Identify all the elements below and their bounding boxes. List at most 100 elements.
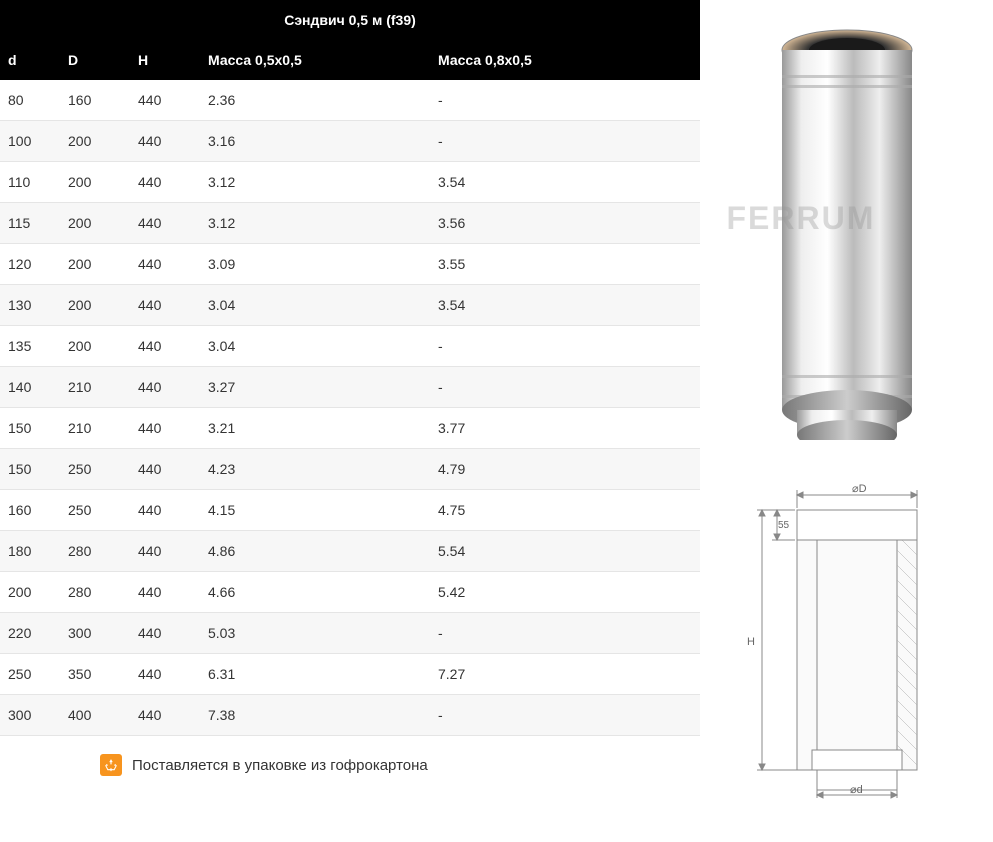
schematic-label-D: ⌀D bbox=[852, 483, 867, 495]
table-row: 1402104403.27- bbox=[0, 367, 700, 408]
table-row: 1802804404.865.54 bbox=[0, 531, 700, 572]
packaging-text: Поставляется в упаковке из гофрокартона bbox=[132, 757, 428, 774]
table-row: 1352004403.04- bbox=[0, 326, 700, 367]
table-cell: 440 bbox=[130, 326, 200, 367]
packaging-note: Поставляется в упаковке из гофрокартона bbox=[0, 736, 700, 794]
table-cell: 3.12 bbox=[200, 203, 430, 244]
table-cell: 3.12 bbox=[200, 162, 430, 203]
table-cell: 200 bbox=[60, 244, 130, 285]
table-cell: 440 bbox=[130, 572, 200, 613]
table-cell: 250 bbox=[0, 654, 60, 695]
table-row: 1202004403.093.55 bbox=[0, 244, 700, 285]
table-cell: 440 bbox=[130, 695, 200, 736]
table-cell: 6.31 bbox=[200, 654, 430, 695]
table-cell: 130 bbox=[0, 285, 60, 326]
table-cell: 4.79 bbox=[430, 449, 700, 490]
table-cell: 440 bbox=[130, 203, 200, 244]
table-cell: 350 bbox=[60, 654, 130, 695]
table-cell: 150 bbox=[0, 408, 60, 449]
col-header-d: d bbox=[0, 40, 60, 80]
table-cell: 4.66 bbox=[200, 572, 430, 613]
table-cell: 440 bbox=[130, 244, 200, 285]
table-cell: 7.27 bbox=[430, 654, 700, 695]
table-cell: 3.21 bbox=[200, 408, 430, 449]
table-cell: 7.38 bbox=[200, 695, 430, 736]
table-cell: 280 bbox=[60, 531, 130, 572]
table-row: 1502504404.234.79 bbox=[0, 449, 700, 490]
table-cell: 200 bbox=[60, 285, 130, 326]
watermark-text: FERRUM bbox=[727, 200, 876, 237]
table-cell: 150 bbox=[0, 449, 60, 490]
table-cell: 200 bbox=[60, 162, 130, 203]
table-row: 3004004407.38- bbox=[0, 695, 700, 736]
table-cell: 3.77 bbox=[430, 408, 700, 449]
table-cell: 180 bbox=[0, 531, 60, 572]
col-header-H: Н bbox=[130, 40, 200, 80]
table-cell: 200 bbox=[60, 121, 130, 162]
table-cell: 210 bbox=[60, 367, 130, 408]
table-row: 2203004405.03- bbox=[0, 613, 700, 654]
table-cell: 100 bbox=[0, 121, 60, 162]
table-cell: - bbox=[430, 326, 700, 367]
col-header-mass2: Масса 0,8x0,5 bbox=[430, 40, 700, 80]
table-row: 1102004403.123.54 bbox=[0, 162, 700, 203]
table-cell: 3.16 bbox=[200, 121, 430, 162]
table-cell: 5.54 bbox=[430, 531, 700, 572]
table-cell: - bbox=[430, 121, 700, 162]
col-header-mass1: Масса 0,5x0,5 bbox=[200, 40, 430, 80]
table-cell: 200 bbox=[60, 203, 130, 244]
table-row: 1002004403.16- bbox=[0, 121, 700, 162]
table-cell: 210 bbox=[60, 408, 130, 449]
recycle-icon bbox=[100, 754, 122, 776]
table-row: 2002804404.665.42 bbox=[0, 572, 700, 613]
table-cell: 4.75 bbox=[430, 490, 700, 531]
table-row: 2503504406.317.27 bbox=[0, 654, 700, 695]
table-cell: 3.55 bbox=[430, 244, 700, 285]
table-cell: 440 bbox=[130, 80, 200, 121]
table-cell: 120 bbox=[0, 244, 60, 285]
table-title: Сэндвич 0,5 м (f39) bbox=[0, 0, 700, 40]
table-cell: 3.54 bbox=[430, 162, 700, 203]
table-cell: 280 bbox=[60, 572, 130, 613]
table-cell: 440 bbox=[130, 613, 200, 654]
table-cell: 3.09 bbox=[200, 244, 430, 285]
table-cell: 110 bbox=[0, 162, 60, 203]
table-cell: 5.03 bbox=[200, 613, 430, 654]
table-cell: 140 bbox=[0, 367, 60, 408]
table-cell: 440 bbox=[130, 531, 200, 572]
table-cell: 3.56 bbox=[430, 203, 700, 244]
table-cell: 440 bbox=[130, 490, 200, 531]
table-cell: 3.27 bbox=[200, 367, 430, 408]
table-cell: 440 bbox=[130, 449, 200, 490]
table-cell: 220 bbox=[0, 613, 60, 654]
table-cell: 440 bbox=[130, 121, 200, 162]
table-row: 1502104403.213.77 bbox=[0, 408, 700, 449]
table-cell: 160 bbox=[0, 490, 60, 531]
table-cell: 440 bbox=[130, 367, 200, 408]
table-cell: 3.04 bbox=[200, 326, 430, 367]
table-cell: 440 bbox=[130, 162, 200, 203]
table-cell: 80 bbox=[0, 80, 60, 121]
table-row: 1152004403.123.56 bbox=[0, 203, 700, 244]
table-cell: 2.36 bbox=[200, 80, 430, 121]
table-cell: - bbox=[430, 80, 700, 121]
table-cell: 440 bbox=[130, 408, 200, 449]
table-cell: 250 bbox=[60, 490, 130, 531]
table-cell: 440 bbox=[130, 285, 200, 326]
spec-table: Сэндвич 0,5 м (f39) d D Н Масса 0,5x0,5 … bbox=[0, 0, 700, 736]
table-row: 1602504404.154.75 bbox=[0, 490, 700, 531]
schematic-label-d: ⌀d bbox=[850, 784, 863, 796]
col-header-D: D bbox=[60, 40, 130, 80]
table-cell: 250 bbox=[60, 449, 130, 490]
table-cell: 300 bbox=[0, 695, 60, 736]
table-cell: 135 bbox=[0, 326, 60, 367]
table-cell: 4.86 bbox=[200, 531, 430, 572]
table-cell: 3.04 bbox=[200, 285, 430, 326]
table-cell: 160 bbox=[60, 80, 130, 121]
table-cell: 4.15 bbox=[200, 490, 430, 531]
schematic-label-H: H bbox=[747, 636, 755, 648]
table-cell: 115 bbox=[0, 203, 60, 244]
table-cell: 300 bbox=[60, 613, 130, 654]
table-cell: 400 bbox=[60, 695, 130, 736]
table-cell: - bbox=[430, 367, 700, 408]
